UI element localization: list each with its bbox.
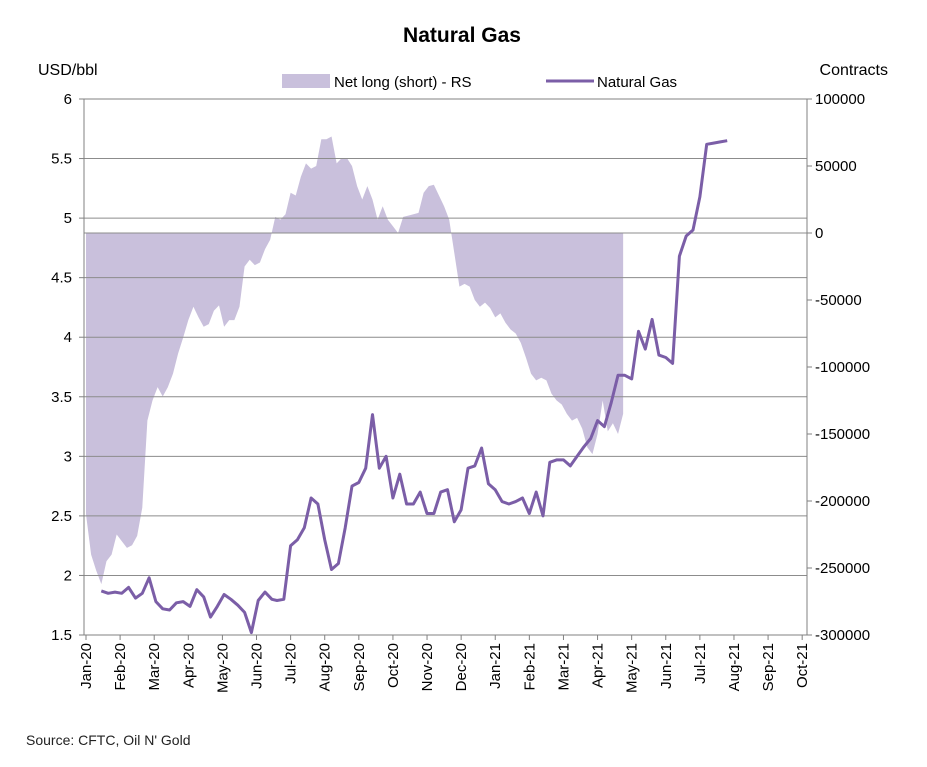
x-tick-label: Jan-20 — [78, 643, 95, 689]
x-tick-label: Jun-20 — [249, 643, 266, 689]
y-left-tick-label: 5.5 — [51, 151, 72, 168]
x-tick-label: May-21 — [624, 643, 641, 693]
y-right-tick-label: -150000 — [815, 426, 870, 443]
legend-area-label: Net long (short) - RS — [334, 74, 472, 91]
y-right-tick-label: 50000 — [815, 158, 857, 175]
y-right-tick-label: -200000 — [815, 493, 870, 510]
y-left-tick-label: 5 — [64, 210, 72, 227]
x-tick-label: Oct-20 — [385, 643, 402, 688]
legend-area-swatch — [282, 74, 330, 88]
x-tick-label: Jul-21 — [692, 643, 709, 684]
y-left-tick-label: 2.5 — [51, 508, 72, 525]
x-tick-label: Mar-20 — [146, 643, 163, 691]
x-tick-label: Mar-21 — [555, 643, 572, 691]
net-position-area — [86, 136, 624, 585]
y-right-tick-label: -50000 — [815, 292, 862, 309]
x-tick-label: Dec-20 — [453, 643, 470, 691]
y-right-tick-label: 0 — [815, 225, 823, 242]
x-tick-label: Nov-20 — [419, 643, 436, 691]
legend-line-label: Natural Gas — [597, 74, 677, 91]
plot-frame — [83, 98, 808, 636]
y-right-tick-label: 100000 — [815, 91, 865, 108]
y-right-tick-label: -100000 — [815, 359, 870, 376]
y-left-tick-label: 2 — [64, 567, 72, 584]
y-axis-left-label: USD/bbl — [38, 62, 98, 79]
x-tick-label: Apr-20 — [180, 643, 197, 688]
y-left-tick-label: 6 — [64, 91, 72, 108]
x-tick-label: Jul-20 — [283, 643, 300, 684]
chart-title: Natural Gas — [403, 24, 521, 47]
y-right-tick-label: -250000 — [815, 560, 870, 577]
x-tick-label: Aug-21 — [726, 643, 743, 691]
y-left-tick-label: 3.5 — [51, 389, 72, 406]
x-tick-label: Aug-20 — [317, 643, 334, 691]
y-right-tick-label: -300000 — [815, 627, 870, 644]
natural-gas-line — [100, 139, 728, 635]
y-axis-right-label: Contracts — [820, 62, 888, 79]
y-left-tick-label: 1.5 — [51, 627, 72, 644]
x-tick-label: Oct-21 — [794, 643, 811, 688]
x-tick-label: Apr-21 — [590, 643, 607, 688]
y-left-tick-label: 4 — [64, 329, 72, 346]
x-tick-label: May-20 — [214, 643, 231, 693]
y-left-tick-label: 3 — [64, 448, 72, 465]
x-tick-label: Jun-21 — [658, 643, 675, 689]
source-note: Source: CFTC, Oil N' Gold — [26, 732, 191, 748]
x-tick-label: Sep-20 — [351, 643, 368, 691]
plot-area: 6 5.5 5 4.5 4 3.5 3 2.5 2 1.5 100000 50000 0 -50000 -1… — [51, 91, 870, 693]
y-left-tick-label: 4.5 — [51, 270, 72, 287]
x-tick-label: Sep-21 — [760, 643, 777, 691]
x-tick-label: Jan-21 — [487, 643, 504, 689]
x-tick-label: Feb-21 — [521, 643, 538, 691]
legend: Net long (short) - RS Natural Gas — [282, 74, 677, 91]
x-tick-label: Feb-20 — [112, 643, 129, 691]
